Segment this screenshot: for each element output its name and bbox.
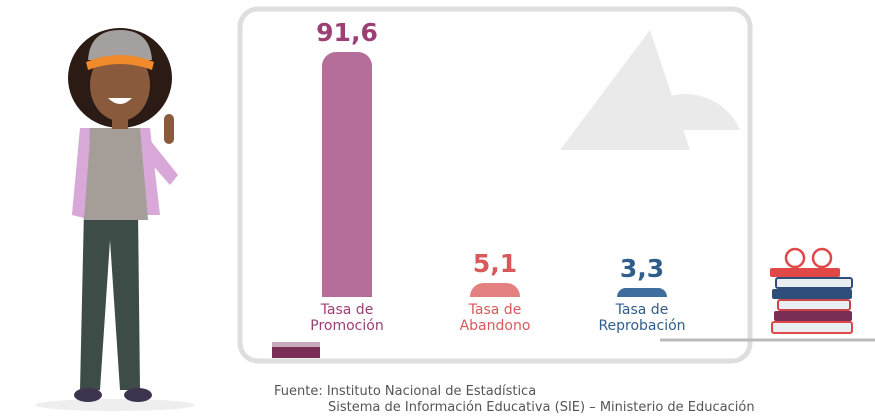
character: [35, 28, 195, 411]
value-label: 3,3: [619, 254, 665, 284]
source-line: Sistema de Información Educativa (SIE) –…: [328, 400, 755, 415]
bar: [470, 283, 520, 297]
bar: [617, 288, 667, 297]
watermark: [560, 30, 740, 150]
category-label: Tasa de Promoción: [310, 302, 384, 334]
category-label: Tasa de Reprobación: [598, 302, 686, 334]
notebook-page: [272, 342, 320, 347]
bar: [322, 52, 372, 297]
value-label: 5,1: [472, 249, 518, 279]
frame: [237, 6, 753, 364]
value-label: 91,6: [316, 18, 378, 47]
books: [770, 247, 853, 334]
source-line: Fuente: Instituto Nacional de Estadístic…: [274, 384, 537, 399]
category-label: Tasa de Abandono: [459, 302, 531, 334]
